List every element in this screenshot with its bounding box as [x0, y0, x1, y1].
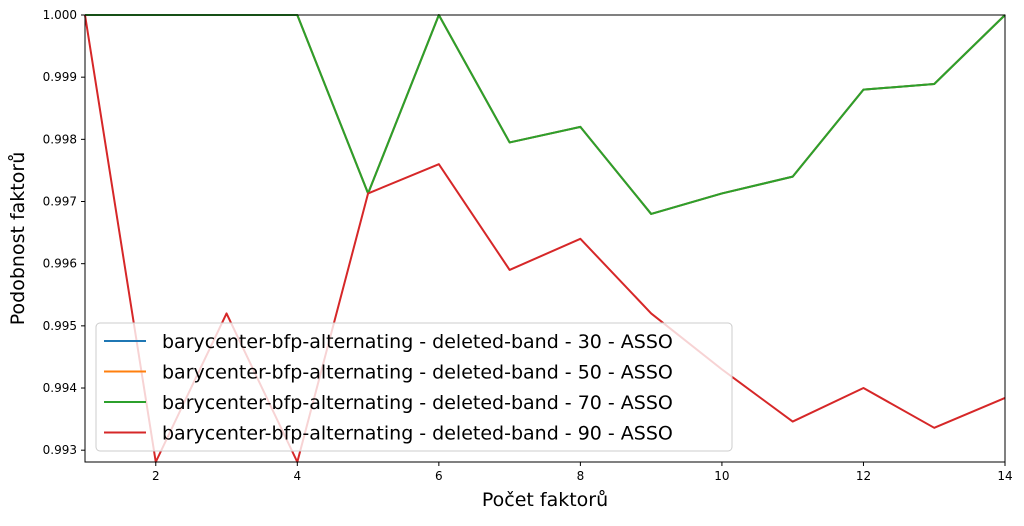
- legend-label-3: barycenter-bfp-alternating - deleted-ban…: [162, 392, 673, 414]
- y-tick-label: 0.993: [43, 443, 77, 457]
- legend-items: barycenter-bfp-alternating - deleted-ban…: [104, 331, 673, 445]
- y-tick-label: 0.997: [43, 195, 77, 209]
- legend-label-1: barycenter-bfp-alternating - deleted-ban…: [162, 331, 673, 353]
- y-axis-label: Podobnost faktorů: [7, 152, 29, 325]
- x-tick-label: 12: [856, 469, 871, 483]
- ticks-layer: 2 4 6 8 10 12 14 0.993 0.994 0.995 0.996 0.997 0.998…: [43, 8, 1013, 483]
- x-tick-label: 2: [152, 469, 160, 483]
- series-line-2: [85, 14, 1006, 215]
- legend-label-4: barycenter-bfp-alternating - deleted-ban…: [162, 423, 673, 445]
- plot-frame: [84, 14, 1006, 463]
- x-tick-label: 14: [997, 469, 1012, 483]
- x-tick-label: 10: [714, 469, 729, 483]
- legend-box: [95, 322, 733, 452]
- x-tick-label: 8: [577, 469, 585, 483]
- y-tick-label: 0.994: [43, 381, 77, 395]
- legend: barycenter-bfp-alternating - deleted-ban…: [95, 322, 733, 452]
- y-tick-label: 0.999: [43, 70, 77, 84]
- y-tick-label: 0.996: [43, 257, 77, 271]
- series-line-1: [85, 14, 1006, 215]
- x-tick-label: 6: [435, 469, 443, 483]
- y-tick-label: 1.000: [43, 8, 77, 22]
- x-tick-label: 4: [293, 469, 301, 483]
- x-axis-label: Počet faktorů: [482, 489, 608, 511]
- series-line-3: [85, 14, 1006, 215]
- legend-label-2: barycenter-bfp-alternating - deleted-ban…: [162, 362, 673, 384]
- y-tick-label: 0.998: [43, 132, 77, 146]
- y-tick-label: 0.995: [43, 319, 77, 333]
